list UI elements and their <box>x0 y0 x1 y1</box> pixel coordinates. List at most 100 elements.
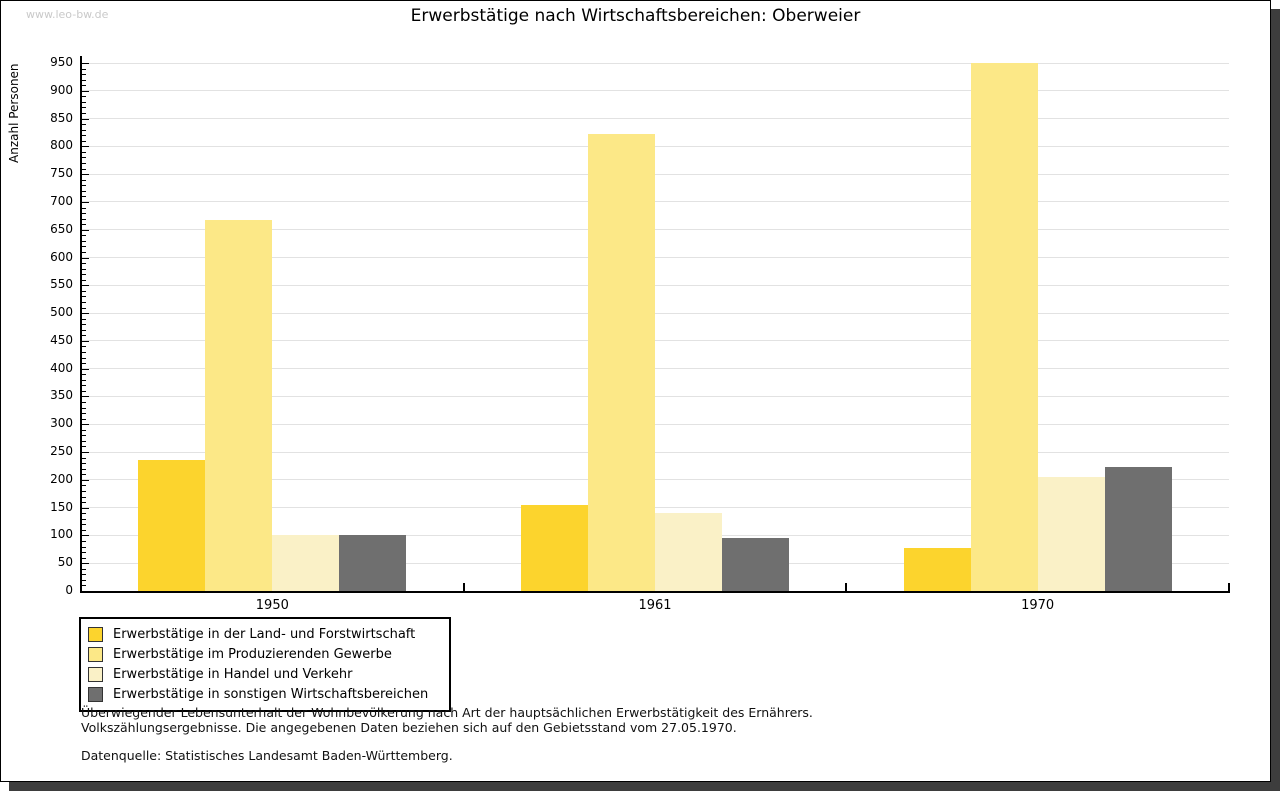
y-minor-tick <box>82 468 86 470</box>
y-major-tick <box>82 452 89 454</box>
gridline <box>81 451 1229 453</box>
gridline <box>81 423 1229 425</box>
legend-item: Erwerbstätige im Produzierenden Gewerbe <box>88 644 440 664</box>
y-minor-tick <box>82 352 86 353</box>
gridline <box>81 257 1229 259</box>
y-minor-tick <box>82 540 86 542</box>
legend-swatch-produzierendes-gewerbe <box>88 646 103 662</box>
y-minor-tick <box>82 307 86 309</box>
y-major-tick <box>82 479 89 481</box>
gridline <box>81 201 1229 203</box>
y-major-tick <box>82 201 89 203</box>
y-minor-tick <box>82 324 86 326</box>
y-minor-tick <box>82 207 86 209</box>
gridline <box>81 229 1229 231</box>
y-tick-label: 450 <box>50 332 73 347</box>
x-tick-label: 1961 <box>638 598 672 613</box>
legend-swatch-land-forstwirtschaft <box>88 626 103 642</box>
y-minor-tick <box>82 546 86 548</box>
y-minor-tick <box>82 213 86 215</box>
bar-1961-1 <box>521 504 588 591</box>
watermark: www.leo-bw.de <box>26 8 109 21</box>
y-tick-label: 550 <box>50 277 73 292</box>
footnotes: Überwiegender Lebensunterhalt der Wohnbe… <box>81 705 813 764</box>
legend-swatch-handel-verkehr <box>88 666 103 682</box>
y-major-tick <box>82 90 89 92</box>
y-minor-tick <box>82 446 86 448</box>
y-minor-tick <box>82 190 86 192</box>
legend-label: Erwerbstätige in Handel und Verkehr <box>113 666 353 682</box>
y-minor-tick <box>82 585 86 587</box>
footnote-line-2: Volkszählungsergebnisse. Die angegebenen… <box>81 719 737 735</box>
y-minor-tick <box>82 168 86 170</box>
y-tick-label: 800 <box>50 138 73 153</box>
gridline <box>81 284 1229 286</box>
gridline <box>81 479 1229 481</box>
y-minor-tick <box>82 179 86 181</box>
y-minor-tick <box>82 385 86 387</box>
y-tick-label: 50 <box>57 555 73 570</box>
bar-1970-3 <box>1037 477 1105 591</box>
legend-item: Erwerbstätige in der Land- und Forstwirt… <box>88 624 440 644</box>
y-minor-tick <box>82 429 86 431</box>
y-major-tick <box>82 146 89 148</box>
gridline <box>81 507 1229 509</box>
y-major-tick <box>82 340 89 342</box>
y-minor-tick <box>82 390 86 392</box>
plot-area: 1950 1961 1970 0 50 100 150 200 250 300 350 400 450 5… <box>1 1 1270 781</box>
y-minor-tick <box>82 68 86 70</box>
footnote-line-1: Überwiegender Lebensunterhalt der Wohnbe… <box>81 705 813 720</box>
y-minor-tick <box>82 74 86 76</box>
gridline <box>81 173 1229 175</box>
y-minor-tick <box>82 185 86 187</box>
y-minor-tick <box>82 101 86 103</box>
legend-label: Erwerbstätige in sonstigen Wirtschaftsbe… <box>113 686 429 702</box>
y-major-tick <box>82 285 89 287</box>
y-minor-tick <box>82 457 86 459</box>
y-tick-label: 150 <box>50 499 73 514</box>
y-minor-tick <box>82 163 86 165</box>
y-minor-tick <box>82 79 86 81</box>
y-major-tick <box>82 563 89 565</box>
y-minor-tick <box>82 402 86 404</box>
y-minor-tick <box>82 435 86 437</box>
legend-item: Erwerbstätige in Handel und Verkehr <box>88 664 440 684</box>
y-tick-label: 950 <box>50 55 73 69</box>
y-minor-tick <box>82 418 86 420</box>
y-minor-tick <box>82 346 86 348</box>
y-minor-tick <box>82 263 86 265</box>
gridline <box>81 62 1229 64</box>
x-axis-line <box>80 591 1230 593</box>
y-tick-label: 500 <box>50 305 73 320</box>
y-major-tick <box>82 313 89 315</box>
y-minor-tick <box>82 157 86 159</box>
y-tick-label: 850 <box>50 110 73 125</box>
gridline <box>81 340 1229 342</box>
y-minor-tick <box>82 196 86 198</box>
y-minor-tick <box>82 413 86 415</box>
y-major-tick <box>82 368 89 370</box>
y-tick-label: 900 <box>50 82 73 97</box>
y-major-tick <box>82 535 89 537</box>
bar-1950-2 <box>205 220 273 591</box>
y-minor-tick <box>82 363 86 365</box>
bar-1950-1 <box>138 460 206 591</box>
y-minor-tick <box>82 318 86 320</box>
legend-label: Erwerbstätige in der Land- und Forstwirt… <box>113 626 416 642</box>
y-major-tick <box>82 229 89 231</box>
gridline <box>81 145 1229 147</box>
y-tick-label: 200 <box>50 471 73 486</box>
y-axis-line <box>80 56 82 591</box>
y-minor-tick <box>82 129 86 131</box>
bar-1950-4 <box>339 535 407 591</box>
y-minor-tick <box>82 140 86 142</box>
y-major-tick <box>82 257 89 259</box>
y-minor-tick <box>82 107 86 109</box>
legend-label: Erwerbstätige im Produzierenden Gewerbe <box>113 646 392 662</box>
y-minor-tick <box>82 502 86 504</box>
y-minor-tick <box>82 96 86 98</box>
y-minor-tick <box>82 485 86 487</box>
x-tick-label: 1950 <box>255 598 289 613</box>
y-minor-tick <box>82 113 86 115</box>
